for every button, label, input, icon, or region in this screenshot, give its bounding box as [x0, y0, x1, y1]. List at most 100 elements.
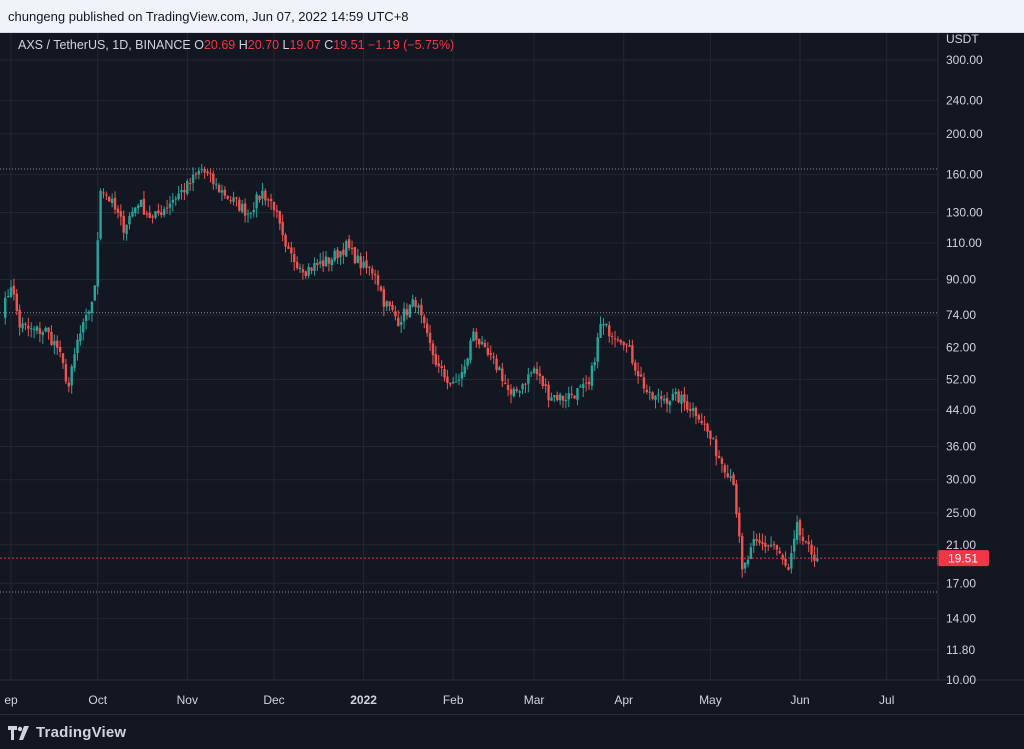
- candle-body: [717, 455, 721, 459]
- candle-body: [131, 211, 134, 217]
- candle-body: [509, 389, 513, 395]
- candle-body: [506, 385, 510, 391]
- candle-body: [735, 483, 738, 515]
- last-price-badge: [937, 550, 989, 567]
- candle-body: [446, 376, 449, 384]
- candle-body: [119, 211, 123, 217]
- candle-body: [64, 364, 68, 382]
- candle-body: [148, 212, 151, 218]
- candle-body: [579, 386, 582, 388]
- candle-body: [99, 190, 102, 239]
- tradingview-logo[interactable]: TradingView: [8, 724, 126, 741]
- candle-body: [596, 337, 599, 362]
- candle-body: [483, 342, 487, 348]
- candle-body: [694, 407, 698, 417]
- y-tick-label: 110.00: [946, 236, 982, 250]
- candle-body: [324, 256, 328, 267]
- candle-body: [295, 261, 299, 269]
- candle-body: [501, 368, 504, 382]
- candle-body: [330, 259, 334, 266]
- candle-body: [654, 395, 657, 400]
- candle-body: [616, 339, 620, 341]
- candle-body: [680, 394, 683, 404]
- candle-body: [691, 408, 695, 411]
- candle-body: [489, 353, 492, 356]
- candle-body: [561, 395, 565, 401]
- candle-body: [466, 358, 469, 366]
- candle-body: [362, 261, 365, 268]
- x-tick-label: Dec: [263, 693, 284, 707]
- candle-body: [246, 213, 250, 215]
- candle-body: [524, 383, 527, 385]
- candle-body: [293, 253, 296, 263]
- candle-body: [365, 260, 368, 268]
- candle-body: [608, 325, 611, 337]
- candle-body: [405, 309, 409, 316]
- candle-body: [538, 373, 542, 376]
- y-tick-label: 25.00: [946, 506, 976, 520]
- candle-body: [359, 256, 362, 269]
- candle-body: [437, 363, 440, 367]
- x-tick-label: Nov: [177, 693, 198, 707]
- candle-body: [27, 325, 30, 329]
- candle-body: [420, 304, 423, 316]
- candle-body: [567, 393, 570, 400]
- y-tick-label: 36.00: [946, 440, 976, 454]
- candle-body: [547, 384, 550, 401]
- candle-body: [631, 345, 634, 364]
- y-tick-label: 21.00: [946, 538, 976, 552]
- candle-body: [197, 170, 201, 175]
- candle-body: [570, 393, 573, 396]
- symbol-label[interactable]: AXS / TetherUS, 1D, BINANCE: [18, 38, 191, 52]
- candle-body: [556, 395, 559, 401]
- candle-body: [573, 395, 576, 399]
- candle-body: [391, 304, 394, 310]
- candle-body: [813, 554, 816, 561]
- candle-body: [668, 401, 672, 406]
- y-tick-label: 52.00: [946, 372, 976, 386]
- candle-body: [281, 221, 284, 236]
- candle-body: [321, 260, 325, 266]
- high-label: H: [238, 38, 248, 52]
- candle-body: [30, 328, 33, 330]
- candle-body: [582, 383, 585, 388]
- candle-body: [168, 203, 172, 208]
- candle-body: [610, 335, 614, 337]
- candle-body: [810, 544, 813, 555]
- candle-body: [212, 173, 215, 185]
- candle-body: [278, 211, 281, 224]
- candle-body: [761, 542, 764, 544]
- candle-body: [35, 326, 39, 331]
- candle-body: [333, 250, 336, 261]
- candle-body: [642, 377, 646, 389]
- candle-body: [703, 423, 706, 425]
- candle-body: [795, 522, 799, 540]
- candle-body: [495, 358, 498, 370]
- candle-body: [515, 389, 518, 391]
- candle-body: [709, 430, 712, 439]
- candle-body: [527, 374, 530, 384]
- candle-body: [764, 542, 767, 547]
- x-tick-label: Feb: [443, 693, 464, 707]
- candle-body: [134, 207, 137, 214]
- candle-body: [70, 366, 73, 386]
- candle-body: [775, 544, 779, 550]
- candle-body: [480, 341, 484, 345]
- y-tick-label: 11.80: [946, 643, 975, 657]
- candle-body: [376, 275, 380, 286]
- candle-body: [411, 299, 414, 307]
- candle-body: [38, 328, 42, 334]
- candle-body: [544, 384, 547, 386]
- last-price-label: 19.51: [948, 552, 978, 566]
- candle-body: [469, 340, 472, 361]
- candle-body: [50, 331, 53, 345]
- candle-body: [662, 398, 666, 401]
- candle-body: [58, 347, 62, 352]
- candle-body: [576, 388, 579, 400]
- candle-body: [587, 381, 591, 385]
- candle-body: [373, 273, 377, 276]
- candle-body: [541, 375, 544, 386]
- price-chart[interactable]: 19.51 USDT 300.00 240.00 200.00 160.00 130.00 1…: [0, 33, 1024, 714]
- candle-body: [671, 394, 675, 401]
- close-value: 19.51: [333, 38, 365, 52]
